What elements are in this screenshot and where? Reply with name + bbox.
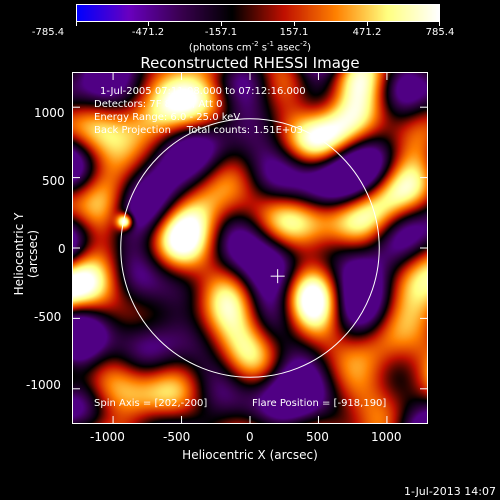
x-tick-label: 500	[306, 430, 329, 444]
colorbar	[76, 4, 440, 26]
x-axis-label: Heliocentric X (arcsec)	[182, 448, 318, 462]
colorbar-tick	[294, 21, 295, 26]
x-axis-ticks	[112, 72, 388, 424]
units-text: )	[307, 42, 312, 54]
spin-axis-marker	[270, 269, 285, 284]
x-tick-label: -500	[163, 430, 191, 444]
y-tick-label: -1000	[26, 378, 61, 392]
plot-overlay	[72, 72, 428, 424]
units-exponent: -1	[267, 40, 274, 48]
colorbar-tick	[221, 21, 222, 26]
colorbar-label: 785.4	[425, 27, 455, 38]
flare-position-text: Flare Position = [-918,190]	[252, 398, 387, 409]
x-tick-label: 1000	[371, 430, 402, 444]
detectors-text: Detectors: 7F 8F 9F, Att 0	[94, 99, 223, 110]
y-axis-label: Heliocentric Y (arcsec)	[12, 212, 40, 296]
time-range-text: 1-Jul-2005 07:11:08.000 to 07:12:16.000	[100, 86, 306, 97]
x-tick-label: 0	[246, 430, 254, 444]
footer-date: 1-Jul-2013 14:07	[403, 485, 496, 498]
image-title: Reconstructed RHESSI Image	[140, 54, 360, 72]
colorbar-label: 471.2	[352, 27, 382, 38]
colorbar-ticks	[76, 21, 440, 27]
colorbar-label: -785.4	[31, 27, 65, 38]
x-tick-label: -1000	[90, 430, 125, 444]
spin-axis-text: Spin Axis = [202,-200]	[94, 398, 208, 409]
colorbar-label: -157.1	[204, 27, 238, 38]
y-tick-label: 0	[58, 242, 66, 256]
colorbar-label: 157.1	[279, 27, 309, 38]
y-tick-label: 500	[42, 174, 65, 188]
y-tick-label: 1000	[34, 106, 65, 120]
colorbar-tick	[148, 21, 149, 26]
colorbar-units: (photons cm-2 s-1 asec-2)	[0, 40, 500, 53]
solar-limb-circle	[120, 118, 380, 378]
units-text: (photons cm	[188, 42, 252, 54]
units-text: s	[258, 42, 268, 54]
rhessi-map	[72, 72, 428, 424]
colorbar-tick	[439, 21, 440, 26]
colorbar-tick	[76, 21, 77, 26]
method-counts-text: Back Projection Total counts: 1.51E+03	[94, 125, 303, 136]
colorbar-tick	[367, 21, 368, 26]
units-text: asec	[274, 42, 301, 54]
units-exponent: -2	[251, 40, 259, 48]
y-axis-ticks	[72, 106, 428, 390]
energy-range-text: Energy Range: 6.0 - 25.0 keV	[94, 112, 241, 123]
image-plot[interactable]: 1-Jul-2005 07:11:08.000 to 07:12:16.000 …	[72, 72, 428, 424]
units-exponent: -2	[300, 40, 308, 48]
colorbar-gradient	[76, 4, 440, 22]
y-tick-label: -500	[34, 310, 62, 324]
colorbar-label: -471.2	[131, 27, 165, 38]
